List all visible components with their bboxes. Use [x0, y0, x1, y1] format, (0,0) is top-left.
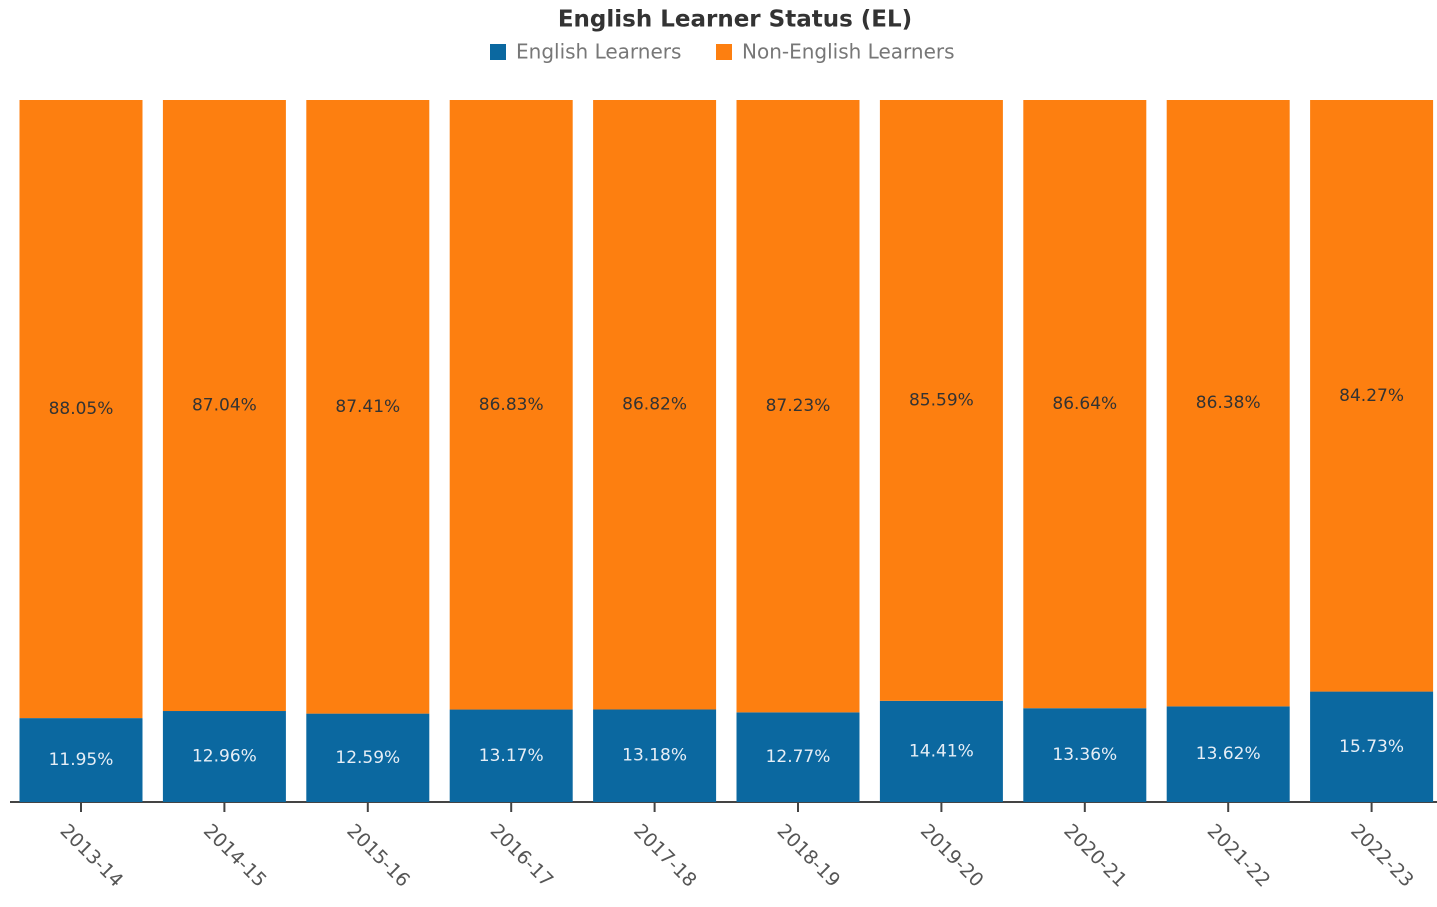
data-label: 86.38% — [1196, 393, 1261, 413]
data-label: 13.18% — [622, 746, 687, 766]
data-label: 13.36% — [1052, 745, 1117, 765]
data-label: 12.96% — [192, 747, 257, 767]
data-label: 85.59% — [909, 390, 974, 410]
x-tick-label: 2022-23 — [1346, 820, 1418, 892]
data-label: 84.27% — [1339, 386, 1404, 406]
bar-segment — [879, 100, 1003, 701]
bar-segment — [306, 713, 430, 802]
data-label: 88.05% — [49, 399, 114, 419]
bar-segment — [736, 712, 860, 802]
bar-segment — [162, 711, 286, 802]
data-label: 15.73% — [1339, 737, 1404, 757]
x-tick-label: 2018-19 — [773, 820, 845, 892]
bar-segment — [736, 100, 860, 713]
bar-segment — [19, 100, 143, 719]
bar-segment — [1310, 691, 1434, 802]
bar-segment — [593, 100, 717, 710]
bar-segment — [306, 100, 430, 714]
data-label: 12.59% — [335, 748, 400, 768]
data-label: 86.83% — [479, 395, 544, 415]
legend-label: English Learners — [516, 40, 681, 64]
bar-segment — [1310, 100, 1434, 692]
data-label: 87.23% — [766, 396, 831, 416]
chart-title: English Learner Status (EL) — [558, 7, 912, 33]
x-tick-label: 2013-14 — [56, 820, 128, 892]
bar-segment — [593, 709, 717, 802]
bar-segment — [162, 100, 286, 712]
data-label: 87.04% — [192, 396, 257, 416]
bar-segment — [879, 700, 1003, 802]
data-label: 13.17% — [479, 746, 544, 766]
bar-segment — [449, 709, 573, 802]
x-tick-label: 2021-22 — [1203, 820, 1275, 892]
data-label: 87.41% — [335, 397, 400, 417]
legend-swatch — [716, 44, 732, 60]
x-tick-label: 2016-17 — [486, 820, 558, 892]
data-label: 86.64% — [1052, 394, 1117, 414]
legend-label: Non-English Learners — [742, 40, 955, 64]
data-label: 86.82% — [622, 395, 687, 415]
bar-segment — [449, 100, 573, 710]
bar-segment — [1023, 708, 1147, 802]
bar-segment — [1166, 100, 1290, 707]
x-tick-label: 2020-21 — [1059, 820, 1131, 892]
x-tick-label: 2019-20 — [916, 820, 988, 892]
bar-segment — [19, 718, 143, 802]
legend-swatch — [490, 44, 506, 60]
x-tick-label: 2015-16 — [342, 820, 414, 892]
data-label: 14.41% — [909, 741, 974, 761]
bar-segment — [1166, 706, 1290, 802]
x-tick-label: 2017-18 — [629, 820, 701, 892]
x-tick-label: 2014-15 — [199, 820, 271, 892]
data-label: 11.95% — [49, 750, 114, 770]
bar-segment — [1023, 100, 1147, 709]
data-label: 12.77% — [766, 747, 831, 767]
data-label: 13.62% — [1196, 744, 1261, 764]
